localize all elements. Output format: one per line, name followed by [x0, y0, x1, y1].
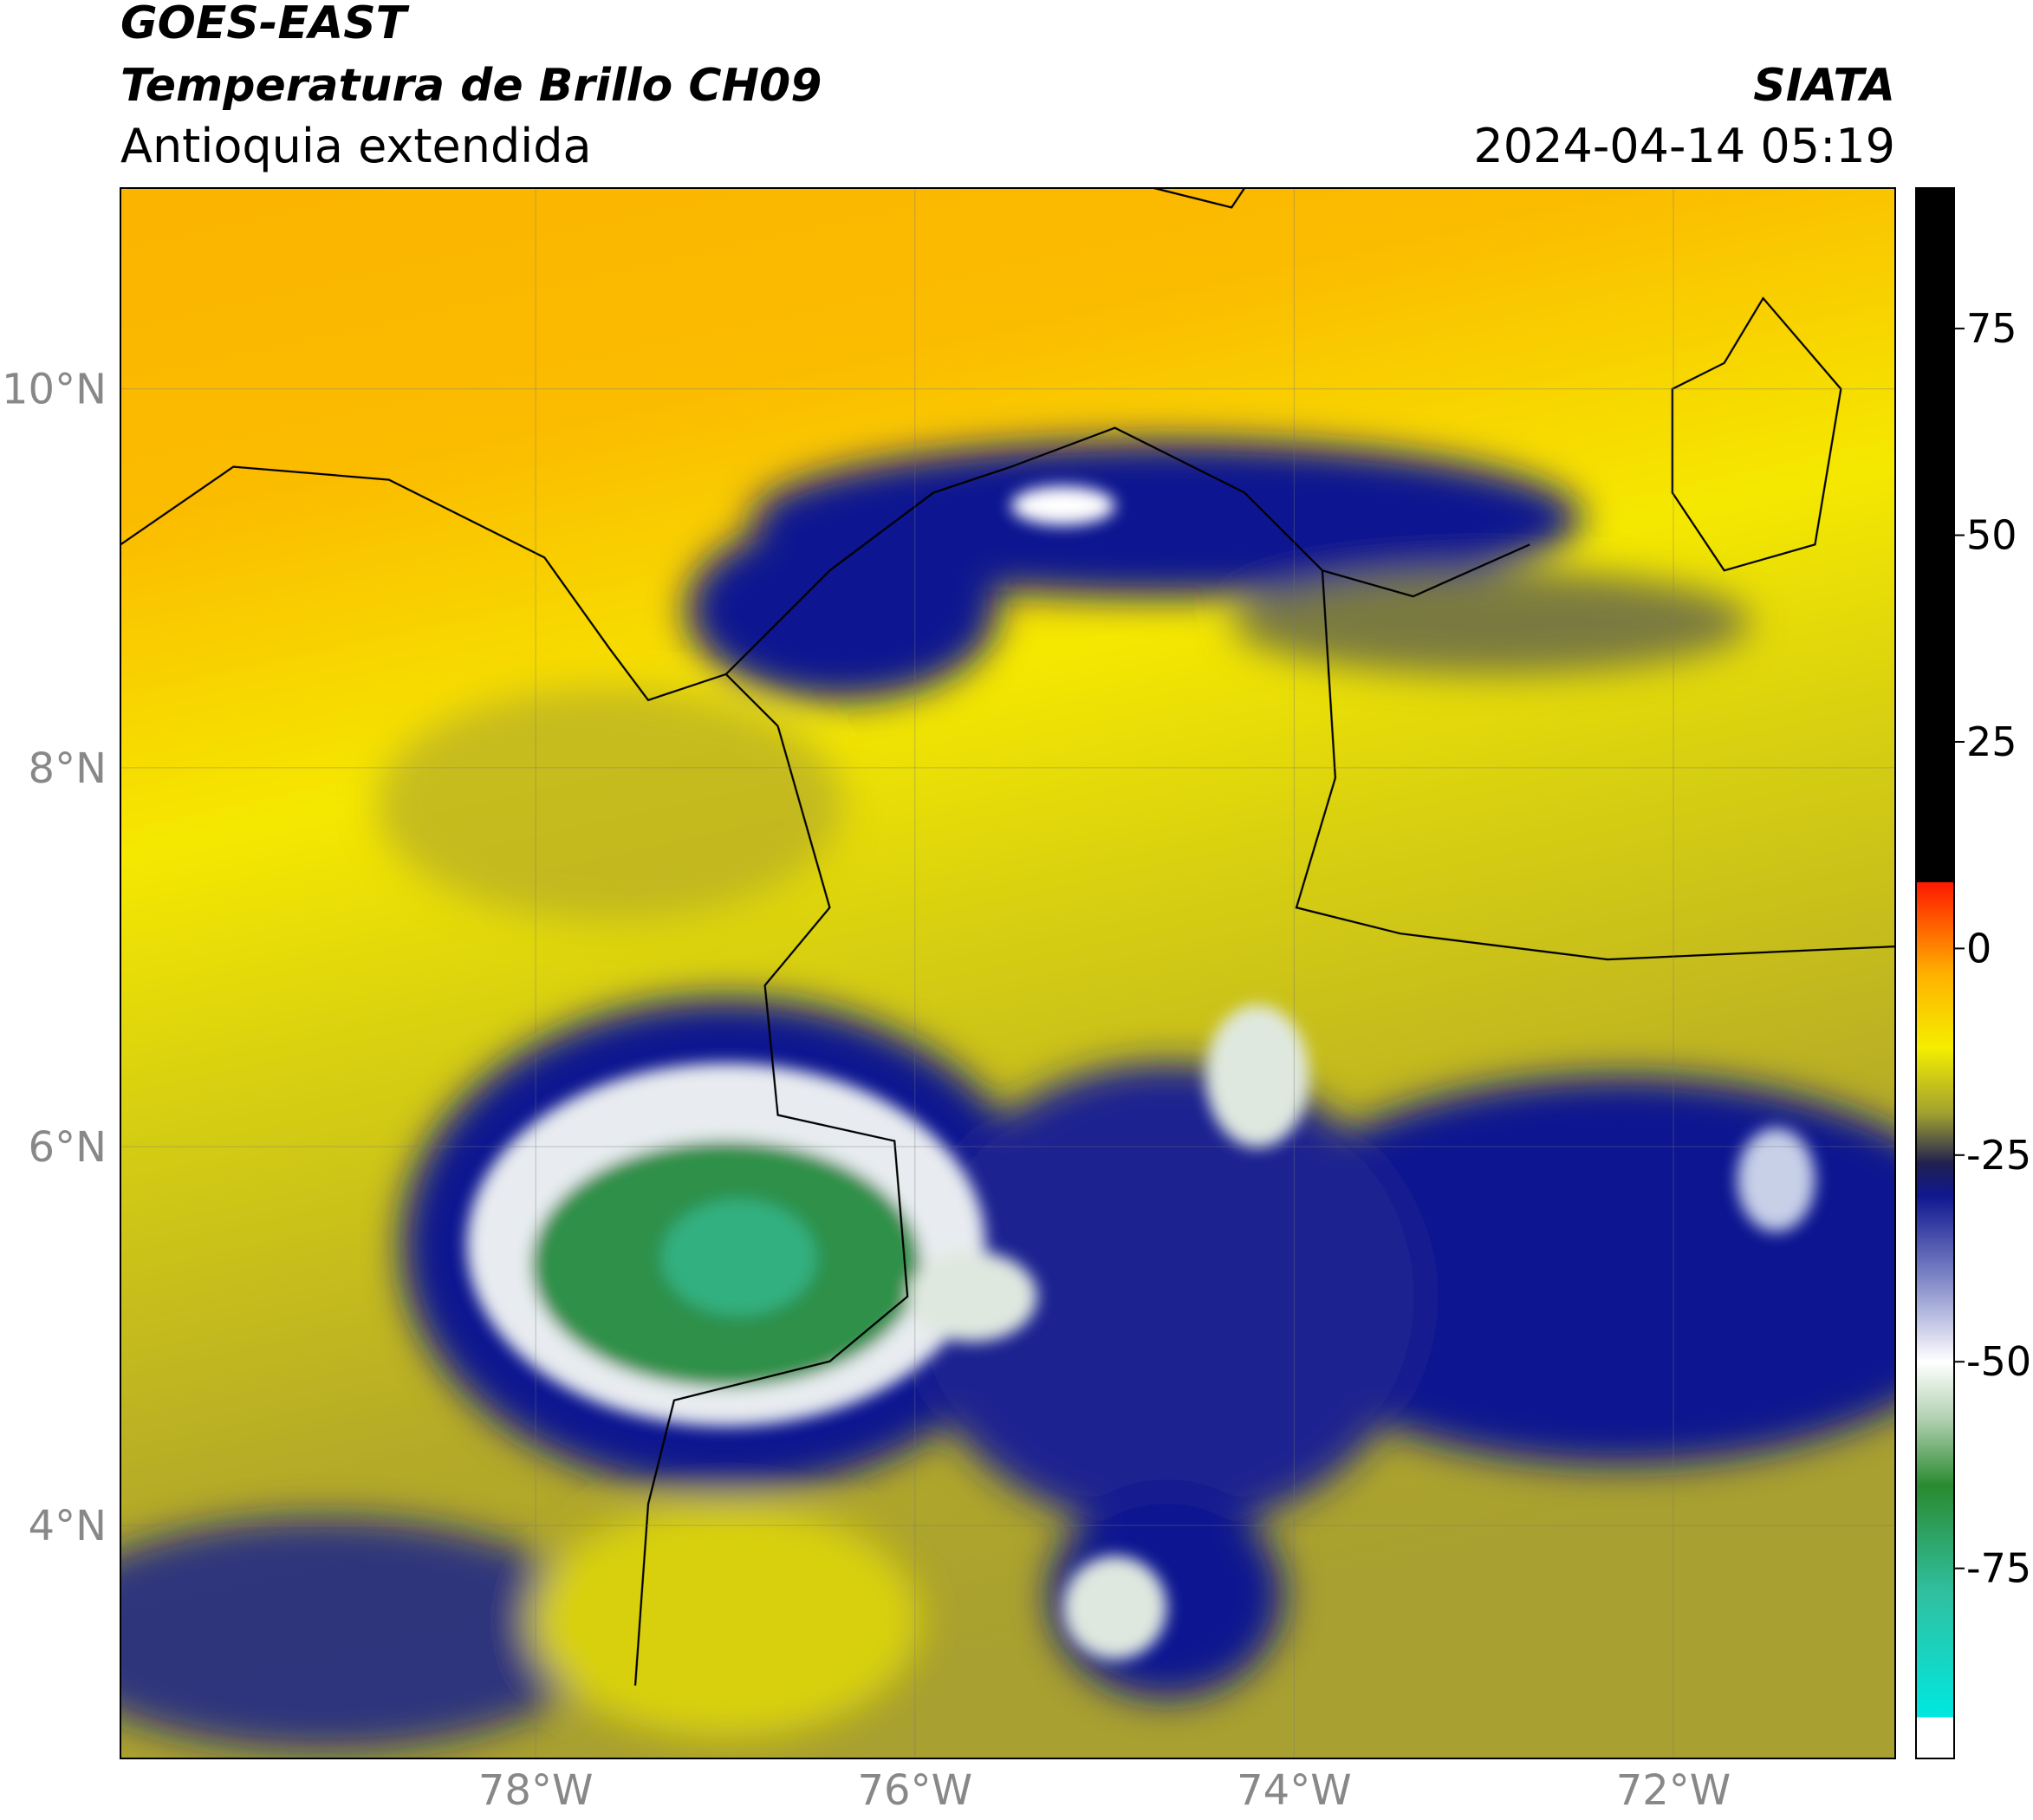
colorbar-tick-label: 50 [1966, 512, 2017, 559]
lon-tick-label: 72°W [1616, 1766, 1731, 1815]
source: SIATA [1753, 60, 1895, 112]
subtitle: Temperatura de Brillo CH09 [120, 60, 822, 112]
colorbar-tick-label: 0 [1966, 925, 1991, 972]
lat-tick-label: 6°N [29, 1123, 107, 1172]
colorbar-tick-label: -50 [1966, 1338, 2031, 1385]
title: GOES-EAST [120, 0, 410, 49]
colorbar-tick-label: 25 [1966, 718, 2017, 765]
colorbar-tick-label: 75 [1966, 305, 2017, 352]
colorbar-tick-label: -25 [1966, 1132, 2031, 1179]
lat-tick-label: 10°N [2, 366, 107, 414]
region: Antioquia extendida [120, 119, 592, 173]
map-image [120, 188, 1895, 1758]
map-frame [120, 187, 1896, 1759]
lon-tick-label: 78°W [478, 1766, 594, 1815]
lat-tick-label: 4°N [29, 1502, 107, 1550]
datetime: 2024-04-14 05:19 [1473, 119, 1895, 173]
lon-tick-label: 76°W [858, 1766, 973, 1815]
colorbar-tick-label: -75 [1966, 1545, 2031, 1592]
lon-tick-label: 74°W [1237, 1766, 1352, 1815]
lat-tick-label: 8°N [29, 744, 107, 793]
colorbar [1915, 187, 1955, 1759]
